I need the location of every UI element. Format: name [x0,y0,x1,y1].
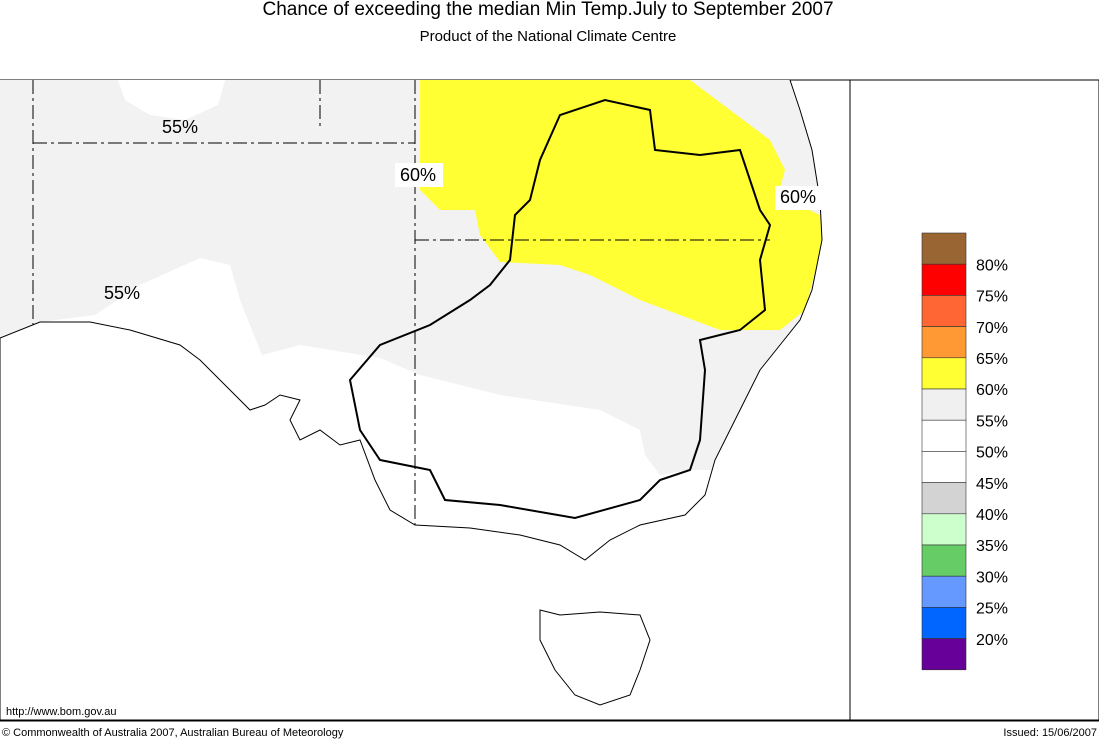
legend-label: 35% [976,538,1008,555]
contour-label: 55% [104,283,140,303]
legend-label: 40% [976,507,1008,524]
contour-label: 60% [780,187,816,207]
map: 55% 60% 60% 55% [0,79,851,721]
nsw-border [348,98,772,520]
state-borders [32,80,770,525]
legend-swatch [921,638,967,671]
legend-label: 70% [976,320,1008,337]
legend-swatch [921,263,967,296]
legend-swatch [921,419,967,452]
label-box [775,186,823,210]
tasmania [539,609,651,706]
region-50 [118,80,225,120]
legend-swatch [921,544,967,577]
legend-swatch [921,607,967,639]
legend-label: 50% [976,445,1008,462]
legend-label: 25% [976,601,1008,618]
legend-swatch [921,232,967,265]
contour-label: 60% [400,165,436,185]
subtitle: Product of the National Climate Centre [420,28,677,45]
legend-panel [849,79,1099,721]
issued: Issued: 15/06/2007 [1003,727,1097,739]
legend-label: 20% [976,632,1008,649]
legend-label: 55% [976,413,1008,430]
legend-swatch [921,357,967,390]
legend-label: 60% [976,382,1008,399]
legend-swatch [921,295,967,327]
legend-swatch [921,388,967,421]
contour-label: 55% [162,117,198,137]
legend: 80% 75% 70% 65% 60% 55% 50% 45% 40% 35% 30% 25% 20% [921,232,1008,671]
legend-swatch [921,513,967,546]
legend-label: 80% [976,257,1008,274]
legend-swatch [921,326,967,359]
label-box [395,163,443,187]
legend-swatch [921,451,967,483]
legend-label: 65% [976,351,1008,368]
coastline [0,79,823,561]
legend-swatch [921,482,967,515]
title: Chance of exceeding the median Min Temp.… [262,0,833,20]
region-60 [420,80,822,330]
legend-swatch [921,575,967,608]
legend-label: 45% [976,476,1008,493]
copyright: © Commonwealth of Australia 2007, Austra… [2,727,344,739]
url: http://www.bom.gov.au [6,706,116,718]
legend-label: 75% [976,289,1008,306]
legend-label: 30% [976,569,1008,586]
